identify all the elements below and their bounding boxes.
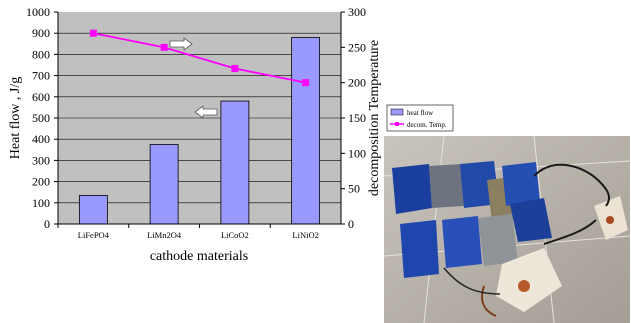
left-arrow-icon [194,105,218,119]
right-arrow-icon [169,37,193,51]
bar-LiMn2O4 [149,144,179,225]
temperature-point-LiNiO2 [302,79,310,87]
left-tick-label: 400 [32,132,50,146]
right-axis-ticks: 0 50 100 150 200 250 300 [341,5,366,231]
temperature-line-path [93,32,306,84]
legend-label-decom-temp: decom. Temp. [407,121,447,129]
category-label: LiCoO2 [221,230,249,240]
legend-line-marker [395,122,399,126]
temperature-line [89,29,310,87]
right-tick-label: 100 [348,146,366,160]
category-label: LiMn2O4 [147,230,182,240]
degraded-battery-pouches-photo [384,136,630,323]
temperature-point-LiCoO2 [231,65,239,73]
right-tick-label: 50 [348,182,360,196]
left-tick-label: 0 [44,217,50,231]
right-tick-label: 250 [348,40,366,54]
left-tick-label: 700 [32,69,50,83]
category-label: LiNiO2 [292,230,318,240]
temperature-point-LiFePO4 [89,29,97,37]
right-tick-label: 200 [348,76,366,90]
bars [78,37,321,225]
temperature-point-LiMn2O4 [160,43,168,51]
y-axis-title: Heat flow , J/g [8,77,23,159]
category-labels: LiFePO4 LiMn2O4 LiCoO2 LiNiO2 [57,224,319,240]
bar-LiFePO4 [78,194,108,225]
left-tick-label: 100 [32,196,50,210]
legend: heat flow decom. Temp. [386,104,454,132]
left-tick-label: 1000 [26,5,50,19]
bar-LiNiO2 [291,37,321,225]
right-tick-label: 300 [348,5,366,19]
left-tick-label: 600 [32,90,50,104]
right-tick-label: 0 [348,217,354,231]
y2-axis-title: decomposition Temperature [367,40,382,196]
category-label: LiFePO4 [78,230,110,240]
bar-LiCoO2 [220,100,250,225]
right-tick-label: 150 [348,111,366,125]
left-tick-label: 200 [32,175,50,189]
left-tick-label: 900 [32,26,50,40]
left-tick-label: 500 [32,111,50,125]
legend-bar-swatch [390,108,404,116]
left-tick-label: 800 [32,47,50,61]
left-axis-ticks: 0 100 200 300 400 500 600 700 800 900 1000 [26,5,58,231]
legend-label-heat-flow: heat flow [407,109,434,117]
x-axis-title: cathode materials [150,249,248,264]
left-tick-label: 300 [32,153,50,167]
